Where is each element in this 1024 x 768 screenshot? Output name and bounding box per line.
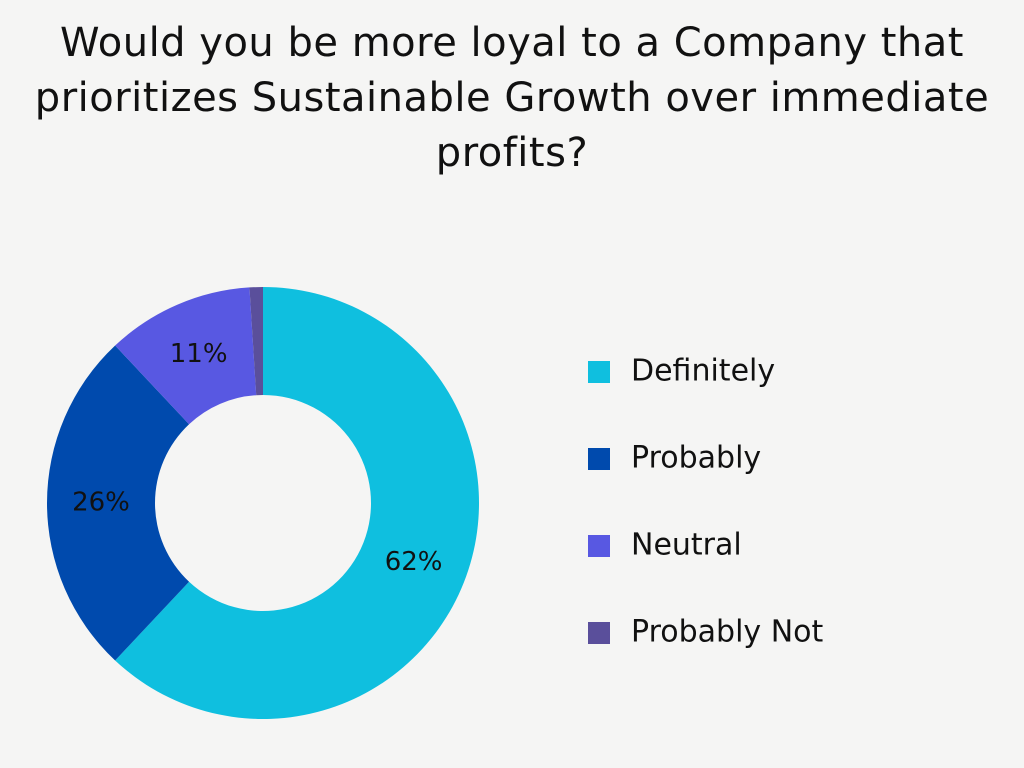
slice-probably (47, 345, 190, 661)
slice-probably-not (249, 287, 263, 396)
donut-data-labels: 62% 26% 11% (72, 339, 442, 577)
legend-swatch-neutral (588, 535, 610, 557)
legend-swatch-probably (588, 448, 610, 470)
legend-label-definitely: Definitely (631, 354, 775, 389)
data-label-probably: 26% (72, 488, 130, 518)
legend-swatch-probably-not (588, 622, 610, 644)
legend: Definitely Probably Neutral Probably Not (588, 354, 823, 650)
data-label-neutral: 11% (170, 339, 228, 369)
legend-label-probably: Probably (631, 441, 761, 476)
chart-title: Would you be more loyal to a Company tha… (34, 20, 990, 176)
slice-definitely (115, 287, 480, 719)
donut-slices (47, 287, 480, 719)
data-label-definitely: 62% (385, 547, 443, 577)
legend-swatch-definitely (588, 361, 610, 383)
legend-label-probably-not: Probably Not (631, 615, 823, 650)
legend-label-neutral: Neutral (631, 528, 742, 563)
slice-neutral (115, 287, 257, 425)
